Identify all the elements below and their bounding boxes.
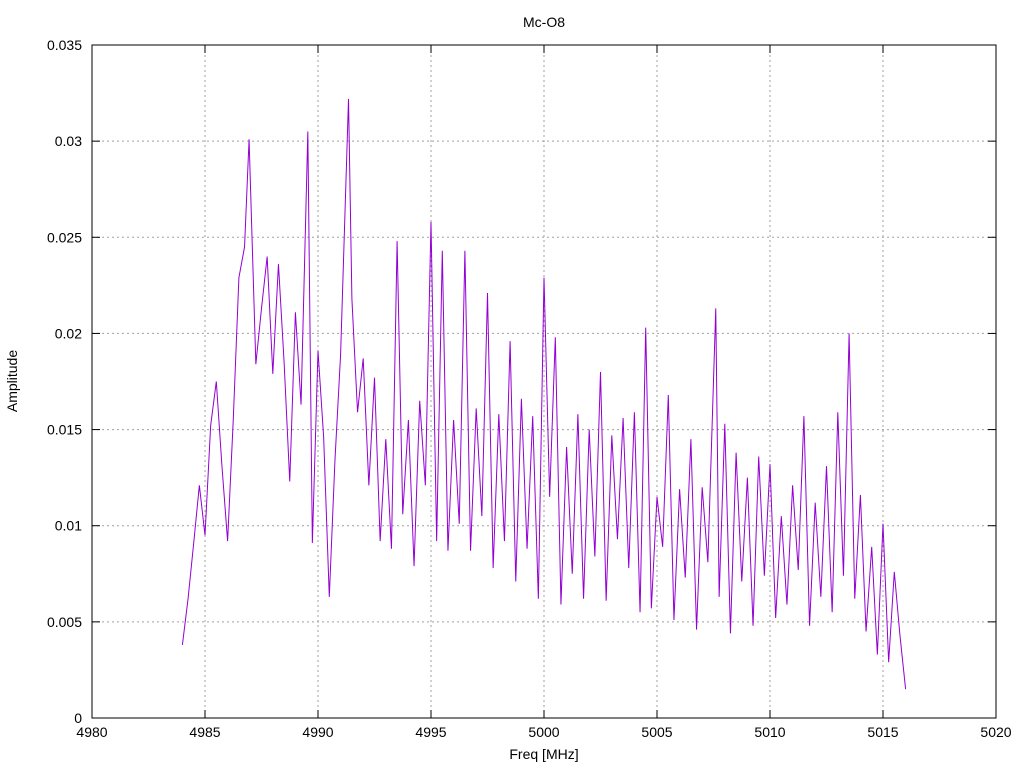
x-tick-label: 5000 [528, 724, 559, 740]
axis-ticks: 4980 4985 4990 4995 5000 5005 5010 5015 5020 0 0.0… [47, 37, 1012, 740]
x-tick-label: 4990 [302, 724, 333, 740]
series-line [181, 98, 907, 690]
y-tick-label: 0.015 [47, 422, 82, 438]
y-tick-label: 0 [74, 710, 82, 726]
series-layer [181, 98, 907, 690]
x-axis-label: Freq [MHz] [509, 746, 578, 762]
chart-title: Mc-O8 [523, 14, 565, 30]
x-tick-label: 5005 [641, 724, 672, 740]
y-tick-label: 0.03 [55, 133, 82, 149]
y-tick-label: 0.02 [55, 325, 82, 341]
x-tick-label: 4985 [189, 724, 220, 740]
y-tick-label: 0.005 [47, 614, 82, 630]
y-axis-label: Amplitude [4, 350, 20, 412]
x-tick-label: 5015 [867, 724, 898, 740]
y-tick-label: 0.01 [55, 518, 82, 534]
x-tick-label: 5020 [980, 724, 1011, 740]
x-tick-label: 5010 [754, 724, 785, 740]
x-tick-label: 4980 [76, 724, 107, 740]
grid [92, 45, 996, 718]
y-tick-label: 0.035 [47, 37, 82, 53]
x-tick-label: 4995 [415, 724, 446, 740]
y-tick-label: 0.025 [47, 229, 82, 245]
